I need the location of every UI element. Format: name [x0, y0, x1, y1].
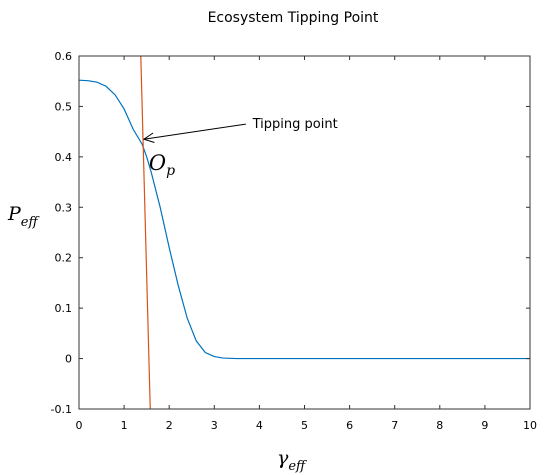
x-tick-label: 7 [391, 419, 398, 432]
x-tick-label: 0 [76, 419, 83, 432]
series-line-0 [79, 79, 530, 360]
y-tick-label: 0.2 [55, 252, 73, 265]
x-tick-label: 3 [211, 419, 218, 432]
annotation-arrow-head [142, 132, 155, 143]
x-axis-label-base: γ [277, 447, 289, 469]
annotation-arrow-shaft [143, 123, 246, 140]
y-tick-label: 0.3 [55, 201, 73, 214]
y-axis-label-sub: eff [21, 215, 41, 230]
x-tick-label: 5 [301, 419, 308, 432]
y-tick-label: 0.1 [55, 302, 73, 315]
x-tick-label: 10 [523, 419, 537, 432]
x-tick-label: 2 [166, 419, 173, 432]
y-axis-label-base: P [7, 203, 22, 225]
y-axis-label: Peff [7, 203, 40, 230]
x-tick-label: 9 [481, 419, 488, 432]
plot-frame [78, 55, 531, 410]
series-line-1 [140, 56, 151, 409]
y-tick-label: 0 [65, 353, 72, 366]
y-tick-label: -0.1 [51, 403, 72, 416]
x-tick-label: 1 [121, 419, 128, 432]
x-tick-label: 6 [346, 419, 353, 432]
x-axis-label-sub: eff [288, 459, 308, 474]
x-tick-label: 8 [436, 419, 443, 432]
annotation-symbol-base: O [149, 151, 166, 175]
x-axis-label: γeff [277, 447, 308, 474]
y-tick-label: 0.6 [55, 50, 73, 63]
y-tick-label: 0.5 [55, 100, 73, 113]
y-tick-label: 0.4 [55, 151, 73, 164]
annotation-symbol-sub: p [166, 163, 175, 179]
chart-title: Ecosystem Tipping Point [208, 10, 379, 26]
annotation-symbol: Op [149, 151, 175, 179]
x-tick-label: 4 [256, 419, 263, 432]
annotation-label: Tipping point [252, 117, 338, 132]
